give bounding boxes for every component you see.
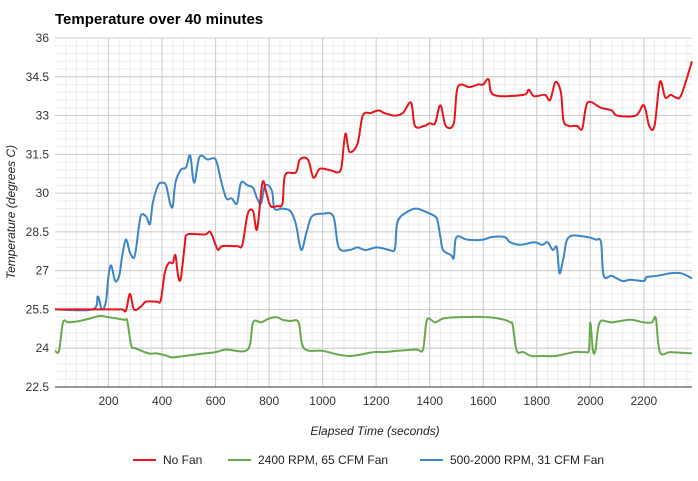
y-tick-label: 36 <box>36 31 50 45</box>
x-tick-label: 600 <box>206 394 226 408</box>
y-tick-label: 31.5 <box>26 147 50 161</box>
legend-label: No Fan <box>163 453 202 467</box>
x-axis-title: Elapsed Time (seconds) <box>310 424 439 438</box>
series-lines <box>55 60 693 359</box>
x-tick-label: 1400 <box>416 394 443 408</box>
y-tick-label: 25.5 <box>26 302 50 316</box>
x-tick-label: 800 <box>259 394 279 408</box>
legend-label: 500-2000 RPM, 31 CFM Fan <box>450 453 604 467</box>
series-line-no-fan <box>55 60 693 313</box>
y-tick-label: 33 <box>36 109 50 123</box>
y-tick-label: 34.5 <box>26 70 50 84</box>
x-tick-label: 1000 <box>309 394 336 408</box>
x-tick-labels: 200 400 600 800 1000 1200 1400 1600 1800 2000 2200 <box>99 394 658 408</box>
y-tick-label: 22.5 <box>26 380 50 394</box>
chart-title: Temperature over 40 minutes <box>55 11 263 28</box>
legend-label: 2400 RPM, 65 CFM Fan <box>258 453 388 467</box>
y-tick-label: 27 <box>36 264 50 278</box>
x-tick-label: 2000 <box>577 394 604 408</box>
y-tick-labels: 22.5 24 25.5 27 28.5 30 31.5 33 34.5 36 <box>26 31 50 394</box>
x-tick-label: 1600 <box>470 394 497 408</box>
y-axis-title: Temperature (degrees C) <box>4 145 18 279</box>
legend: No Fan 2400 RPM, 65 CFM Fan 500-2000 RPM, … <box>133 453 604 467</box>
x-tick-label: 1200 <box>363 394 390 408</box>
series-line-500-2000-rpm-31-cfm-fan <box>55 154 693 312</box>
y-tick-label: 30 <box>36 186 50 200</box>
x-tick-label: 2200 <box>630 394 657 408</box>
y-tick-label: 24 <box>36 341 50 355</box>
x-tick-label: 200 <box>99 394 119 408</box>
series-line-2400-rpm-65-cfm-fan <box>55 314 693 359</box>
y-tick-label: 28.5 <box>26 225 50 239</box>
x-tick-label: 1800 <box>523 394 550 408</box>
x-tick-label: 400 <box>152 394 172 408</box>
